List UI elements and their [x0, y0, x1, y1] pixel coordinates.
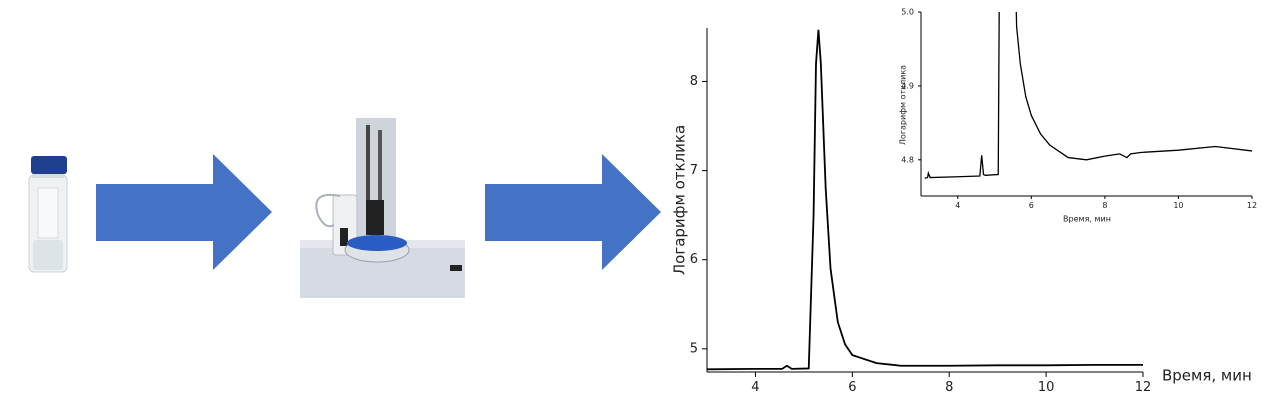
main-chart: 4 6 8 10 12 5 6 7 8 Логарифм отклика Время, мин	[671, 28, 1252, 395]
y-tick-label: 4.9	[901, 81, 914, 90]
x-tick-label: 8	[1102, 201, 1107, 210]
y-tick-label: 5.0	[901, 8, 914, 17]
y-axis-label: Логарифм отклика	[671, 125, 689, 275]
arrow	[96, 154, 272, 270]
data-line	[707, 29, 1143, 371]
x-axis-label: Время, мин	[1162, 367, 1252, 385]
arrow	[485, 154, 661, 270]
x-tick-label: 6	[1029, 201, 1034, 210]
x-tick-label: 4	[751, 380, 759, 395]
y-tick-label: 4.8	[901, 155, 914, 164]
y-tick-label: 6	[690, 252, 698, 267]
x-axis-label: Время, мин	[1063, 215, 1111, 224]
autosampler	[300, 118, 465, 298]
vial	[28, 156, 68, 273]
x-tick-label: 4	[955, 201, 960, 210]
x-tick-label: 10	[1038, 380, 1055, 395]
y-tick-label: 8	[690, 74, 698, 89]
inset-chart: 4 6 8 10 12 4.8 4.9 5.0 Логарифм отклика Время, м…	[899, 8, 1258, 224]
y-tick-label: 7	[690, 163, 698, 178]
x-tick-label: 10	[1173, 201, 1183, 210]
y-axis-label: Логарифм отклика	[899, 65, 908, 145]
x-tick-label: 12	[1247, 201, 1257, 210]
x-tick-label: 6	[848, 380, 856, 395]
data-line	[924, 12, 1252, 179]
x-tick-label: 12	[1135, 380, 1152, 395]
y-tick-label: 5	[690, 341, 698, 356]
x-tick-label: 8	[945, 380, 953, 395]
